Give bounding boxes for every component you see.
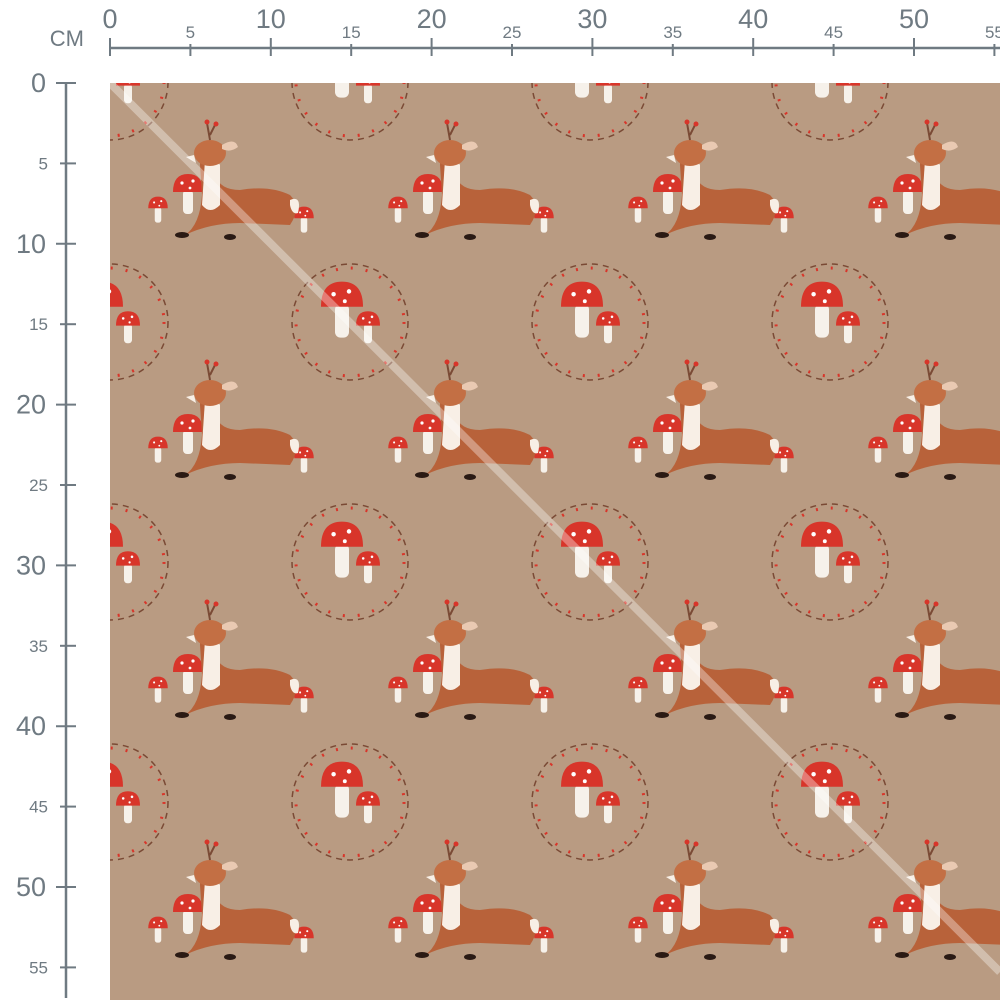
ruler-label: 50 [16, 872, 46, 902]
ruler-label: 15 [342, 23, 361, 42]
glare-line [107, 80, 1000, 975]
top-ruler: 0 5 10 15 20 25 30 35 40 45 50 55 [102, 4, 1000, 56]
unit-label: CM [50, 26, 84, 51]
ruler-label: 20 [417, 4, 447, 34]
ruler-label: 35 [663, 23, 682, 42]
ruler-label: 50 [899, 4, 929, 34]
ruler-label: 55 [29, 958, 48, 977]
ruler-label: 35 [29, 637, 48, 656]
ruler-label: 15 [29, 315, 48, 334]
ruler-label: 30 [577, 4, 607, 34]
ruler-label: 45 [824, 23, 843, 42]
ruler-label: 5 [39, 154, 48, 173]
ruler-label: 10 [16, 229, 46, 259]
ruler-label: 0 [102, 4, 117, 34]
ruler-label: 5 [186, 23, 195, 42]
ruler-label: 25 [29, 476, 48, 495]
ruler-label: 0 [31, 68, 46, 98]
ruler-label: 40 [16, 711, 46, 741]
ruler-label: 30 [16, 550, 46, 580]
left-ruler: 0 5 10 15 20 25 30 35 40 45 50 55 [16, 68, 76, 998]
fabric-background [110, 83, 1000, 1000]
ruler-label: 10 [256, 4, 286, 34]
ruler-label: 25 [503, 23, 522, 42]
ruler-label: 55 [985, 23, 1000, 42]
ruler-label: 20 [16, 390, 46, 420]
ruler-label: 45 [29, 798, 48, 817]
ruler-label: 40 [738, 4, 768, 34]
